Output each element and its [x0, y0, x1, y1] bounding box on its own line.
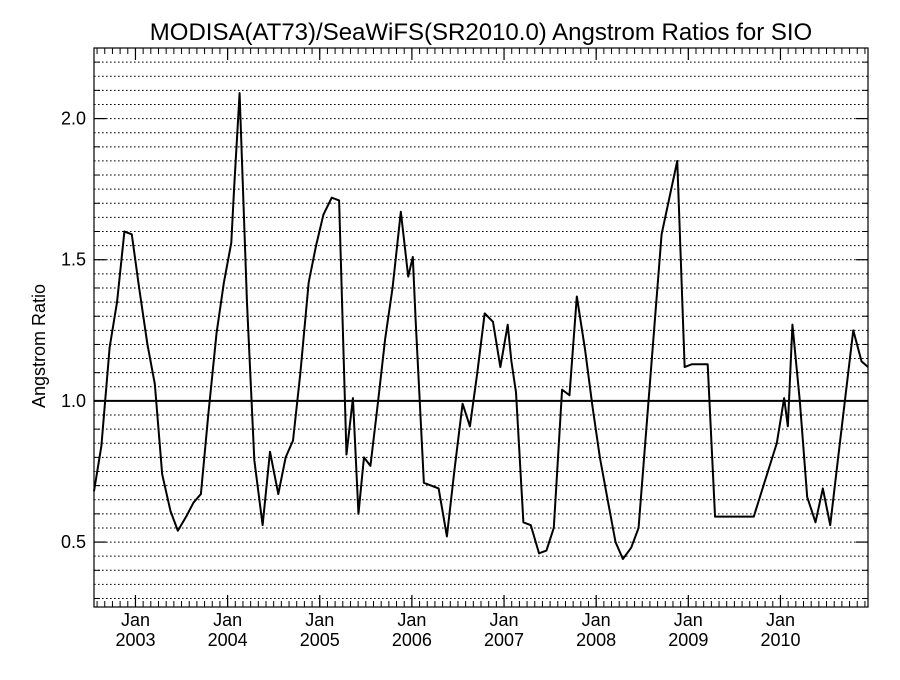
x-tick-label-month: Jan — [674, 610, 703, 630]
x-tick-label-year: 2009 — [668, 630, 708, 650]
y-tick-label: 0.5 — [61, 532, 86, 552]
x-tick-label-year: 2005 — [300, 630, 340, 650]
tick-marks — [94, 48, 868, 607]
x-tick-label-month: Jan — [582, 610, 611, 630]
tick-labels: 0.51.01.52.0Jan2003Jan2004Jan2005Jan2006… — [61, 109, 801, 650]
grid-lines — [94, 61, 868, 600]
x-tick-label-year: 2008 — [576, 630, 616, 650]
series-line-1 — [93, 92, 869, 561]
x-tick-label-year: 2003 — [115, 630, 155, 650]
y-tick-label: 1.5 — [61, 250, 86, 270]
x-tick-label-month: Jan — [490, 610, 519, 630]
x-tick-label-year: 2007 — [484, 630, 524, 650]
series-group — [93, 92, 869, 561]
plot-frame — [93, 47, 869, 608]
y-tick-label: 1.0 — [61, 391, 86, 411]
chart-title: MODISA(AT73)/SeaWiFS(SR2010.0) Angstrom … — [150, 19, 812, 46]
x-tick-label-year: 2010 — [760, 630, 800, 650]
axes — [93, 47, 869, 608]
x-tick-label-year: 2006 — [392, 630, 432, 650]
x-tick-label-year: 2004 — [208, 630, 248, 650]
x-tick-label-month: Jan — [305, 610, 334, 630]
x-tick-label-month: Jan — [766, 610, 795, 630]
y-tick-label: 2.0 — [61, 109, 86, 129]
x-tick-label-month: Jan — [121, 610, 150, 630]
x-tick-label-month: Jan — [213, 610, 242, 630]
x-tick-label-month: Jan — [397, 610, 426, 630]
y-axis-label: Angstrom Ratio — [29, 284, 49, 408]
